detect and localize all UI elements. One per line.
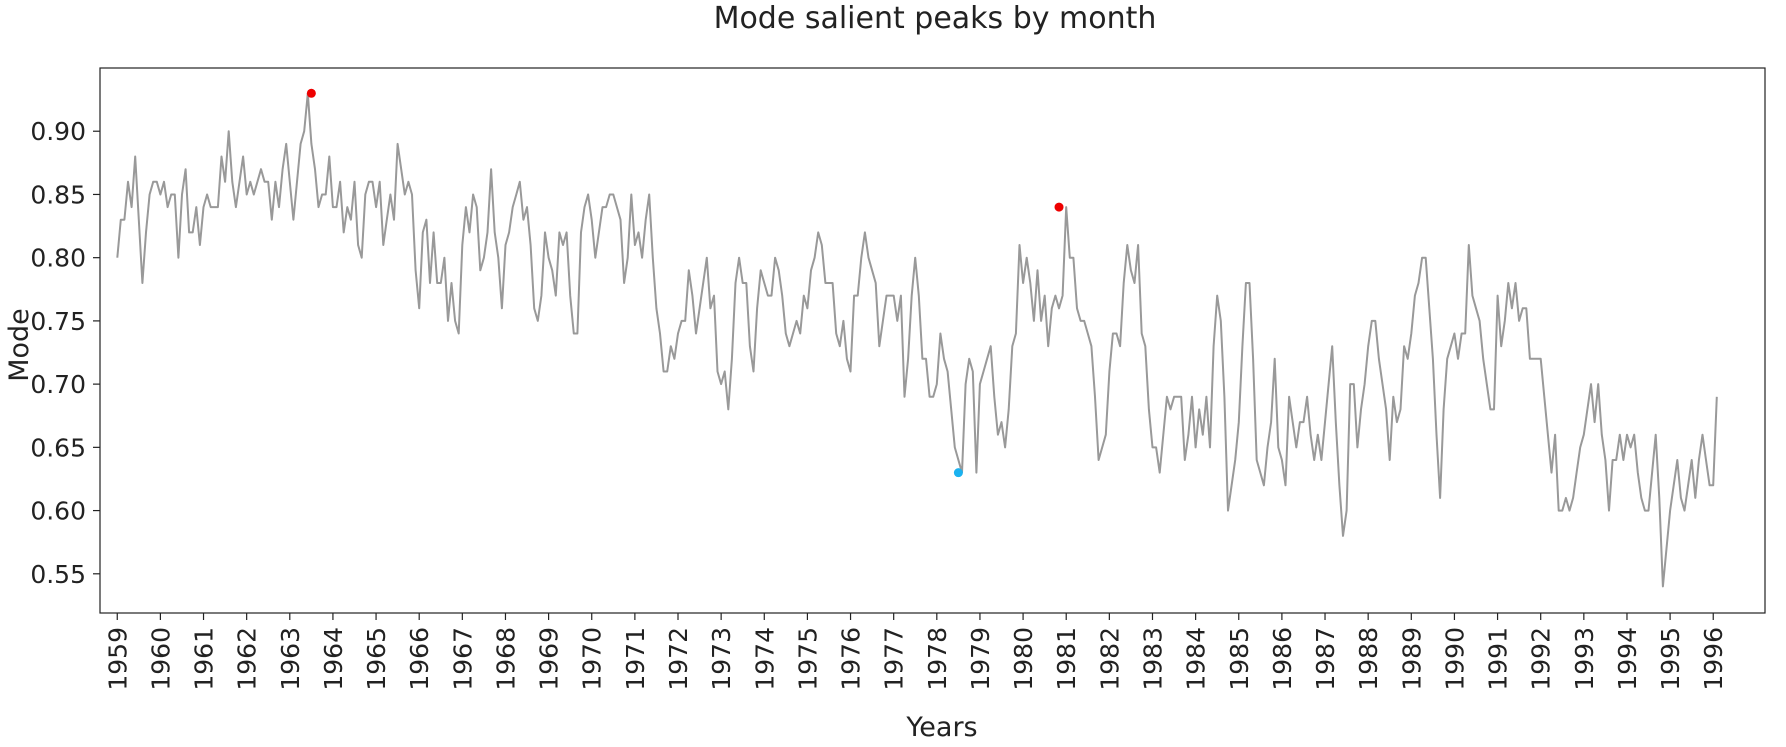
x-tick-label: 1961 xyxy=(190,627,219,691)
x-tick-label: 1978 xyxy=(923,627,952,691)
x-tick-label: 1965 xyxy=(362,627,391,691)
x-axis: 1959 1960 1961 1962 1963 1964 1965 1966 1967 1968… xyxy=(103,613,1728,691)
x-tick-label: 1980 xyxy=(1009,627,1038,691)
x-axis-title: Years xyxy=(905,712,977,743)
y-tick-label: 0.85 xyxy=(30,180,86,209)
y-tick-label: 0.90 xyxy=(30,117,86,146)
x-tick-label: 1964 xyxy=(319,627,348,691)
y-tick-label: 0.55 xyxy=(30,560,86,589)
y-tick-label: 0.60 xyxy=(30,497,86,526)
y-tick-label: 0.75 xyxy=(30,307,86,336)
x-tick-label: 1966 xyxy=(405,627,434,691)
x-tick-label: 1982 xyxy=(1095,627,1124,691)
x-tick-label: 1977 xyxy=(880,627,909,691)
x-tick-label: 1983 xyxy=(1138,627,1167,691)
x-tick-label: 1987 xyxy=(1311,627,1340,691)
x-tick-label: 1967 xyxy=(448,627,477,691)
x-tick-label: 1994 xyxy=(1613,627,1642,691)
x-tick-label: 1963 xyxy=(276,627,305,691)
x-tick-label: 1979 xyxy=(966,627,995,691)
y-axis-title: Mode xyxy=(4,308,35,382)
x-tick-label: 1984 xyxy=(1182,627,1211,691)
x-tick-label: 1981 xyxy=(1052,627,1081,691)
x-tick-label: 1974 xyxy=(750,627,779,691)
x-tick-label: 1986 xyxy=(1268,627,1297,691)
y-tick-label: 0.70 xyxy=(30,370,86,399)
x-tick-label: 1969 xyxy=(535,627,564,691)
x-tick-label: 1993 xyxy=(1570,627,1599,691)
x-tick-label: 1976 xyxy=(837,627,866,691)
x-tick-label: 1962 xyxy=(233,627,262,691)
x-tick-label: 1972 xyxy=(664,627,693,691)
x-tick-label: 1990 xyxy=(1440,627,1469,691)
x-tick-label: 1991 xyxy=(1484,627,1513,691)
plot-area-frame xyxy=(99,67,1766,614)
chart-title: Mode salient peaks by month xyxy=(714,1,1157,36)
y-tick-label: 0.65 xyxy=(30,433,86,462)
highlighted-points xyxy=(306,88,1064,478)
x-tick-label: 1995 xyxy=(1656,627,1685,691)
y-tick-label: 0.80 xyxy=(30,244,86,273)
peak-marker xyxy=(1054,202,1064,212)
x-tick-label: 1959 xyxy=(103,627,132,691)
y-axis: 0.55 0.60 0.65 0.70 0.75 0.80 0.85 0.90 xyxy=(30,117,100,589)
x-tick-label: 1985 xyxy=(1225,627,1254,691)
x-tick-label: 1988 xyxy=(1354,627,1383,691)
peak-marker xyxy=(306,88,316,98)
x-tick-label: 1973 xyxy=(707,627,736,691)
x-tick-label: 1992 xyxy=(1527,627,1556,691)
x-tick-label: 1975 xyxy=(793,627,822,691)
series-line xyxy=(116,92,1718,588)
x-tick-label: 1968 xyxy=(491,627,520,691)
x-tick-label: 1970 xyxy=(578,627,607,691)
x-tick-label: 1989 xyxy=(1397,627,1426,691)
x-tick-label: 1971 xyxy=(621,627,650,691)
x-tick-label: 1996 xyxy=(1699,627,1728,691)
x-tick-label: 1960 xyxy=(146,627,175,691)
trough-marker xyxy=(953,468,963,478)
